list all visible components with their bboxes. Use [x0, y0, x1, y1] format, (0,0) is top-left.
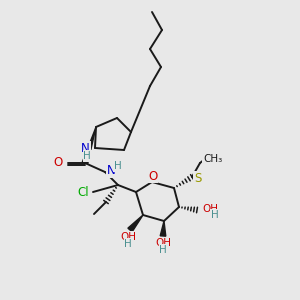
- Text: OH: OH: [155, 238, 171, 248]
- Text: N: N: [81, 142, 90, 154]
- Text: O: O: [54, 157, 63, 169]
- Text: O: O: [148, 169, 158, 182]
- Text: H: H: [211, 210, 219, 220]
- Text: H: H: [159, 245, 167, 255]
- Polygon shape: [82, 127, 96, 164]
- Text: OH: OH: [120, 232, 136, 242]
- Text: OH: OH: [202, 204, 218, 214]
- Text: N: N: [107, 164, 116, 178]
- Text: S: S: [194, 172, 201, 184]
- Text: Cl: Cl: [77, 185, 89, 199]
- Text: H: H: [83, 151, 91, 161]
- Text: H: H: [124, 239, 132, 249]
- Polygon shape: [128, 215, 143, 232]
- Text: S: S: [203, 157, 210, 167]
- Polygon shape: [160, 221, 166, 236]
- Text: CH₃: CH₃: [203, 154, 222, 164]
- Text: H: H: [114, 161, 122, 171]
